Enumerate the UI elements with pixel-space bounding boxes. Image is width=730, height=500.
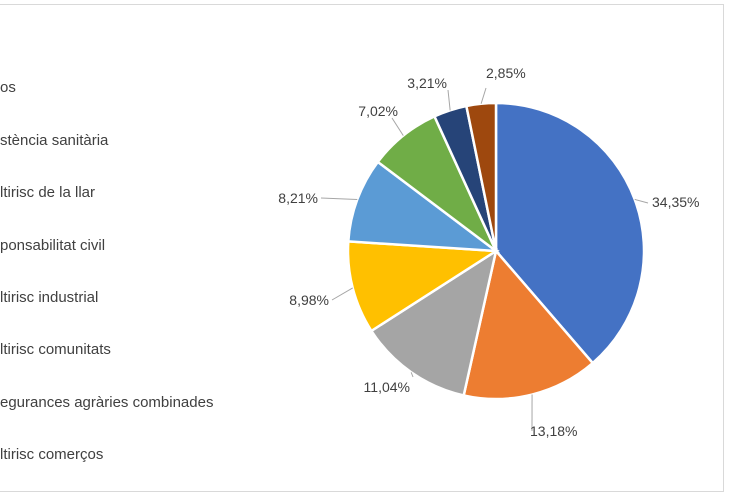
legend-label: ltirisc de la llar	[0, 184, 96, 201]
legend-label: ltirisc industrial	[0, 289, 99, 306]
data-label: 3,21%	[407, 75, 447, 91]
pie-slice	[346, 160, 501, 253]
data-label: 8,98%	[289, 292, 329, 308]
data-label: 8,21%	[278, 190, 318, 206]
leader-line	[320, 197, 358, 201]
data-label: 11,04%	[364, 379, 410, 395]
legend-label: ltirisc comerços	[0, 446, 104, 463]
leader-line	[410, 372, 414, 378]
legend-label: ponsabilitat civil	[0, 237, 106, 254]
leader-line	[447, 89, 451, 111]
leader-line	[391, 117, 404, 136]
data-label: 2,85%	[486, 65, 526, 81]
pie-slice	[462, 248, 595, 401]
leader-line	[480, 87, 487, 104]
data-label: 13,18%	[530, 423, 577, 439]
pie-slice	[494, 101, 646, 365]
data-label: 34,35%	[652, 194, 699, 210]
leader-line	[634, 198, 649, 204]
leader-line	[331, 287, 353, 301]
legend-label: os	[0, 79, 16, 96]
legend-label: stència sanitària	[0, 132, 109, 149]
legend-label: ltirisc comunitats	[0, 341, 111, 358]
legend-label: egurances agràries combinades	[0, 394, 214, 411]
data-label: 7,02%	[358, 103, 398, 119]
